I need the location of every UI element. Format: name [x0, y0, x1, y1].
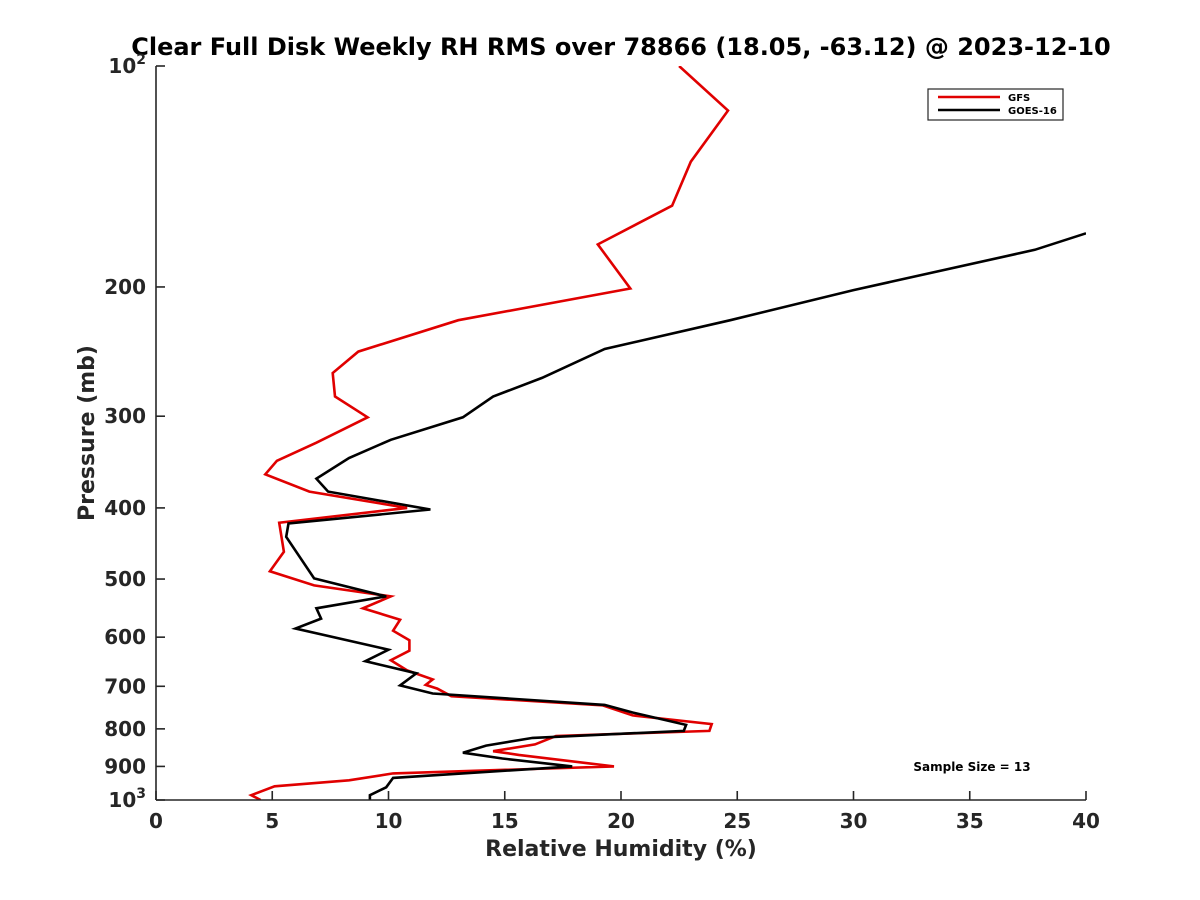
y-tick-label: 500 [104, 567, 146, 591]
series-line-gfs [248, 66, 730, 800]
x-tick-label: 15 [491, 809, 519, 833]
y-tick-label: 700 [104, 674, 146, 698]
legend-label-goes16: GOES-16 [1008, 106, 1057, 117]
x-tick-label: 25 [723, 809, 751, 833]
y-tick-label: 800 [104, 717, 146, 741]
x-tick-label: 10 [375, 809, 403, 833]
x-tick-label: 20 [607, 809, 635, 833]
y-axis-label: Pressure (mb) [75, 345, 100, 521]
y-tick-label: 600 [104, 625, 146, 649]
y-tick-label: 200 [104, 275, 146, 299]
y-tick-label: 400 [104, 496, 146, 520]
y-tick-label: 900 [104, 754, 146, 778]
sample-size-annotation: Sample Size = 13 [913, 760, 1030, 774]
legend-label-gfs: GFS [1008, 93, 1030, 104]
x-tick-label: 40 [1072, 809, 1100, 833]
legend: GFS GOES-16 [927, 88, 1064, 121]
x-tick-label: 35 [956, 809, 984, 833]
series-layer [248, 66, 1086, 800]
series-line-goes16 [284, 232, 1086, 800]
y-tick-label: 300 [104, 404, 146, 428]
axes-layer: 0 5 10 15 20 25 30 35 40 102 200 300 400 500 600 700 800… [104, 52, 1100, 833]
y-tick-label: 102 [108, 52, 146, 78]
x-tick-label: 0 [149, 809, 163, 833]
x-tick-label: 5 [265, 809, 279, 833]
chart-title: Clear Full Disk Weekly RH RMS over 78866… [131, 33, 1111, 61]
x-axis-label: Relative Humidity (%) [485, 837, 757, 862]
y-tick-label: 103 [108, 786, 146, 812]
x-tick-label: 30 [840, 809, 868, 833]
legend-box [927, 88, 1064, 121]
